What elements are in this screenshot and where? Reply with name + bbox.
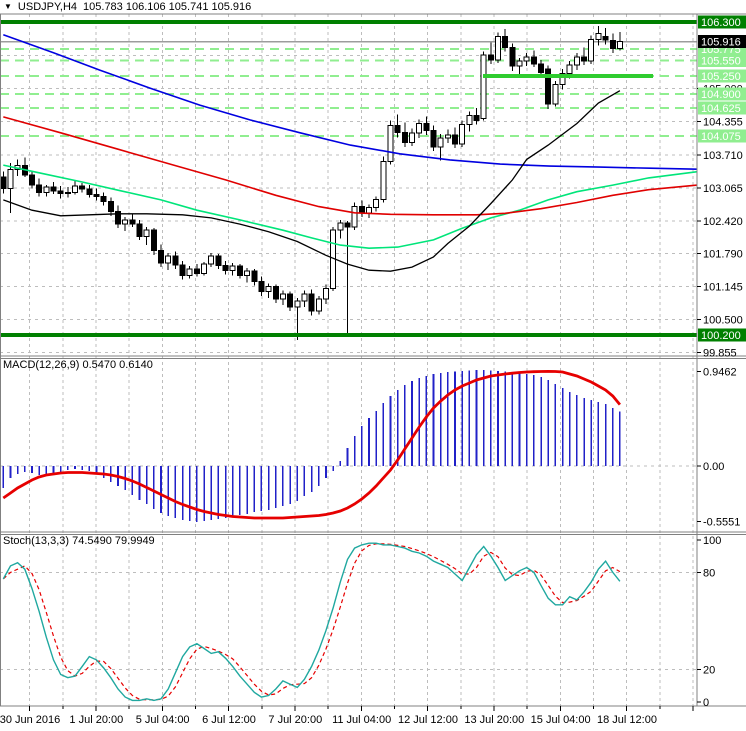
svg-text:0.00: 0.00 <box>703 461 724 473</box>
svg-text:105.916: 105.916 <box>701 37 741 49</box>
svg-text:20: 20 <box>703 665 715 677</box>
svg-text:80: 80 <box>703 567 715 579</box>
svg-text:103.710: 103.710 <box>703 150 743 162</box>
svg-text:104.075: 104.075 <box>701 131 741 143</box>
svg-text:105.250: 105.250 <box>701 71 741 83</box>
chart-title-bar: ▼ USDJPY,H4 105.783 106.106 105.741 105.… <box>0 0 746 13</box>
stoch-indicator-label: Stoch(13,3,3) 74.5490 79.9949 <box>3 535 155 547</box>
svg-text:106.300: 106.300 <box>701 17 741 29</box>
ma-blue <box>3 34 698 170</box>
svg-text:103.065: 103.065 <box>703 183 743 195</box>
svg-text:100.200: 100.200 <box>701 330 741 342</box>
stoch-signal-line <box>2 543 621 701</box>
svg-text:5 Jul 04:00: 5 Jul 04:00 <box>136 714 190 726</box>
symbol-period-label: USDJPY,H4 <box>17 0 78 13</box>
svg-text:99.855: 99.855 <box>703 348 737 360</box>
ma-red <box>3 116 698 216</box>
macd-indicator-label: MACD(12,26,9) 0.5470 0.6140 <box>3 359 153 371</box>
svg-text:13 Jul 20:00: 13 Jul 20:00 <box>464 714 524 726</box>
svg-text:100: 100 <box>703 535 721 547</box>
stoch-main-line <box>2 542 621 702</box>
svg-text:101.790: 101.790 <box>703 248 743 260</box>
ohlc-readout: 105.783 106.106 105.741 105.916 <box>83 0 252 13</box>
svg-text:104.900: 104.900 <box>701 89 741 101</box>
svg-text:104.625: 104.625 <box>701 103 741 115</box>
svg-text:18 Jul 12:00: 18 Jul 12:00 <box>597 714 657 726</box>
svg-text:15 Jul 04:00: 15 Jul 04:00 <box>531 714 591 726</box>
svg-text:104.355: 104.355 <box>703 117 743 129</box>
svg-text:105.550: 105.550 <box>701 55 741 67</box>
svg-text:11 Jul 04:00: 11 Jul 04:00 <box>332 714 391 726</box>
svg-text:1 Jul 20:00: 1 Jul 20:00 <box>69 714 123 726</box>
svg-text:100.500: 100.500 <box>703 314 743 326</box>
svg-text:101.145: 101.145 <box>703 281 743 293</box>
svg-text:102.420: 102.420 <box>703 216 743 228</box>
svg-text:-0.5551: -0.5551 <box>703 517 740 529</box>
svg-text:0.9462: 0.9462 <box>703 366 737 378</box>
svg-text:6 Jul 12:00: 6 Jul 12:00 <box>202 714 256 726</box>
svg-text:30 Jun 2016: 30 Jun 2016 <box>0 714 60 726</box>
symbol-dropdown-icon[interactable]: ▼ <box>4 2 12 11</box>
svg-text:0: 0 <box>703 697 709 709</box>
svg-text:12 Jul 12:00: 12 Jul 12:00 <box>398 714 458 726</box>
ma-springgreen <box>3 164 698 250</box>
macd-signal-line <box>2 369 621 520</box>
svg-text:7 Jul 20:00: 7 Jul 20:00 <box>268 714 322 726</box>
ma-black <box>3 90 621 272</box>
